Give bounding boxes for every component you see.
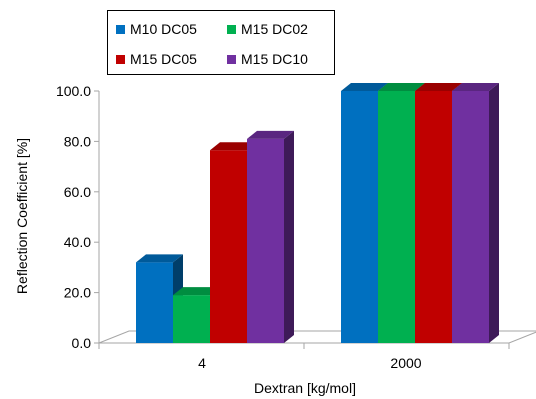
bar-front bbox=[341, 91, 378, 343]
legend-swatch bbox=[116, 54, 125, 64]
bar bbox=[341, 83, 388, 343]
bar-top bbox=[415, 83, 462, 91]
y-tick-label: 100.0 bbox=[56, 83, 91, 99]
bar-top bbox=[136, 254, 183, 263]
y-axis-title: Reflection Coefficient [%] bbox=[14, 137, 30, 295]
bar-top bbox=[210, 142, 257, 151]
legend-label: M15 DC02 bbox=[241, 21, 308, 37]
y-tick-label: 20.0 bbox=[64, 285, 91, 301]
bar-front bbox=[136, 262, 173, 343]
x-tick-label: 2000 bbox=[390, 355, 421, 371]
bar-top bbox=[173, 287, 220, 296]
bar-top bbox=[247, 130, 294, 139]
y-tick-label: 40.0 bbox=[64, 234, 91, 250]
bar-front bbox=[247, 138, 284, 343]
legend-item-m15-dc10: M15 DC10 bbox=[227, 50, 308, 68]
bar-top bbox=[341, 83, 388, 91]
bar-side bbox=[489, 83, 499, 343]
bar bbox=[136, 254, 183, 343]
bar bbox=[247, 130, 294, 343]
bar-front bbox=[173, 295, 210, 343]
legend-label: M15 DC05 bbox=[130, 51, 197, 67]
legend-label: M15 DC10 bbox=[241, 51, 308, 67]
legend-item-m10-dc05: M10 DC05 bbox=[116, 20, 197, 38]
bar-front bbox=[210, 150, 247, 343]
bar-side bbox=[284, 130, 294, 343]
legend-label: M10 DC05 bbox=[130, 21, 197, 37]
legend-swatch bbox=[116, 24, 125, 34]
bar-top bbox=[378, 83, 425, 91]
bar-front bbox=[452, 91, 489, 343]
y-tick-label: 0.0 bbox=[72, 335, 92, 351]
legend-item-m15-dc05: M15 DC05 bbox=[116, 50, 197, 68]
legend-item-m15-dc02: M15 DC02 bbox=[227, 20, 308, 38]
bar-top bbox=[452, 83, 499, 91]
legend-swatch bbox=[227, 54, 236, 64]
bar bbox=[452, 83, 499, 343]
bar-front bbox=[378, 91, 415, 343]
legend-swatch bbox=[227, 24, 236, 34]
bar-front bbox=[415, 91, 452, 343]
x-axis-title: Dextran [kg/mol] bbox=[254, 380, 356, 396]
y-tick-label: 80.0 bbox=[64, 133, 91, 149]
legend: M10 DC05 M15 DC02 M15 DC05 M15 DC10 bbox=[107, 10, 335, 75]
y-tick-label: 60.0 bbox=[64, 184, 91, 200]
x-tick-label: 4 bbox=[198, 355, 206, 371]
